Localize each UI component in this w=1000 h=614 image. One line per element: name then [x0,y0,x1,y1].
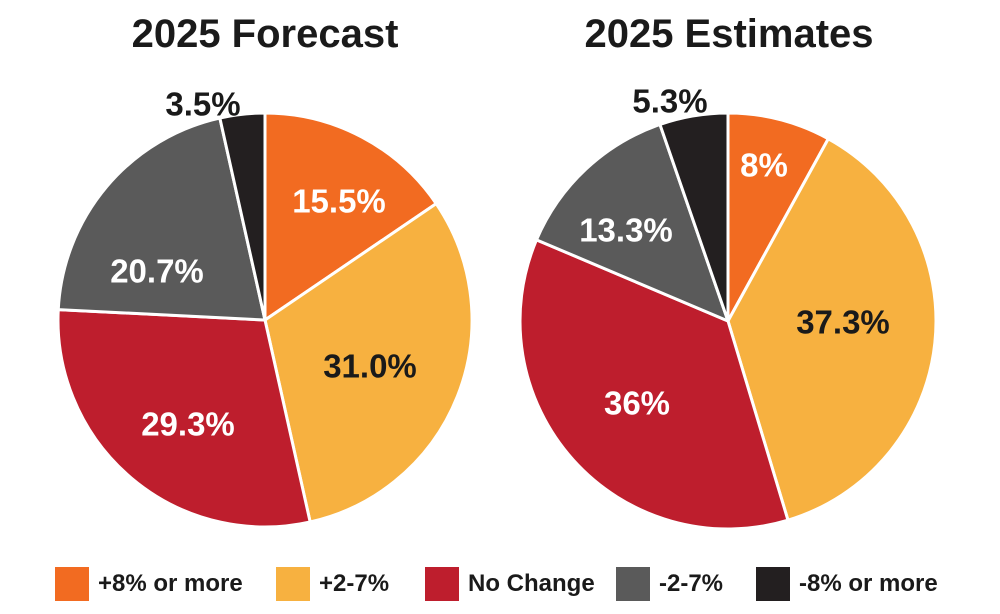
estimates-slice-plus-8-or-more [726,111,830,323]
estimates-label-no-change: 36% [604,385,670,422]
forecast-slice-minus-8-or-more [218,111,267,322]
forecast-slice-labels: 15.5% 31.0% 29.3% 20.7% 3.5% [110,86,417,443]
legend: +8% or more +2-7% No Change -2-7% -8% or… [0,566,1000,602]
forecast-label-minus-8-or-more: 3.5% [165,86,240,123]
estimates-slice-minus-8-or-more [658,111,730,323]
forecast-slices [56,111,474,529]
legend-swatch-plus-2-7 [276,567,310,601]
forecast-chart-title: 2025 Forecast [132,12,399,56]
forecast-label-no-change: 29.3% [141,406,235,443]
forecast-slice-plus-8-or-more [263,111,438,322]
forecast-label-plus-2-7: 31.0% [323,348,417,385]
forecast-label-minus-2-7: 20.7% [110,253,204,290]
forecast-slice-minus-2-7 [56,116,267,322]
legend-item-minus-8-or-more: -8% or more [756,566,938,602]
legend-swatch-minus-8-or-more [756,567,790,601]
legend-label-plus-2-7: +2-7% [319,570,390,597]
estimates-chart-title: 2025 Estimates [584,12,873,56]
estimates-slice-labels: 8% 37.3% 36% 13.3% 5.3% [579,83,890,422]
forecast-slice-plus-2-7 [263,202,474,524]
estimates-slice-no-change [518,238,790,531]
legend-swatch-no-change [425,567,459,601]
estimates-slice-plus-2-7 [726,137,938,522]
legend-item-no-change: No Change [425,566,595,602]
estimates-label-minus-2-7: 13.3% [579,212,673,249]
legend-label-no-change: No Change [468,570,595,597]
legend-label-plus-8-or-more: +8% or more [98,570,243,597]
legend-swatch-minus-2-7 [616,567,650,601]
estimates-pie-chart: 2025 Estimates 8% 37.3% 36% 13.3% 5.3% [518,12,938,531]
legend-item-plus-8-or-more: +8% or more [55,566,243,602]
legend-item-minus-2-7: -2-7% [616,566,723,602]
legend-label-minus-2-7: -2-7% [659,570,724,597]
forecast-slice-no-change [56,308,312,529]
forecast-pie-chart: 2025 Forecast 15.5% 31.0% 29.3% 20.7% 3.5% [56,12,474,529]
legend-swatch-plus-8-or-more [55,567,89,601]
estimates-label-plus-8-or-more: 8% [740,147,788,184]
estimates-slice-minus-2-7 [535,122,730,323]
estimates-label-plus-2-7: 37.3% [796,304,890,341]
forecast-label-plus-8-or-more: 15.5% [292,183,386,220]
estimates-slices [518,111,938,531]
legend-item-plus-2-7: +2-7% [276,566,389,602]
legend-label-minus-8-or-more: -8% or more [799,570,938,597]
estimates-label-minus-8-or-more: 5.3% [632,83,707,120]
